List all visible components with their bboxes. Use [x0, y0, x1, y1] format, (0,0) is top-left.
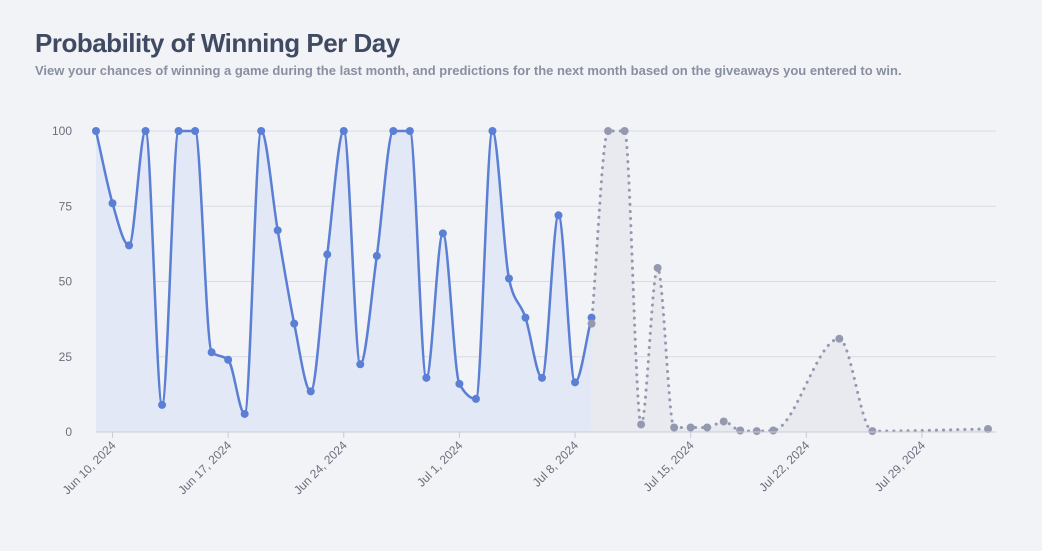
data-point [306, 387, 315, 396]
x-tick-label: Jul 15, 2024 [641, 438, 697, 494]
data-point [158, 400, 167, 409]
data-point [637, 420, 646, 429]
data-point [389, 127, 398, 135]
data-point [587, 319, 596, 328]
prediction-line [590, 129, 990, 433]
data-point [736, 426, 745, 435]
x-tick-label: Jul 8, 2024 [530, 438, 582, 490]
data-point [504, 274, 513, 283]
data-point [653, 263, 662, 272]
data-point [984, 424, 992, 433]
data-point [835, 334, 844, 343]
data-point [224, 355, 233, 364]
data-point [273, 226, 282, 235]
chart-title: Probability of Winning Per Day [35, 28, 401, 58]
lines [94, 129, 990, 433]
y-tick-label: 75 [59, 199, 73, 213]
y-tick-label: 100 [52, 124, 72, 138]
data-point [422, 373, 431, 382]
data-point [108, 199, 117, 208]
x-tick-label: Jul 29, 2024 [872, 438, 928, 494]
data-point [703, 423, 712, 432]
data-point [471, 394, 480, 403]
data-point [290, 319, 299, 328]
data-point [174, 127, 183, 135]
data-point [587, 313, 596, 322]
data-point [868, 427, 877, 436]
data-point [372, 251, 381, 260]
data-point [356, 360, 365, 369]
x-tick-label: Jun 24, 2024 [291, 438, 350, 497]
data-point [670, 423, 679, 432]
data-point [405, 127, 414, 135]
data-point [769, 426, 778, 435]
x-tick-label: Jun 10, 2024 [60, 438, 119, 497]
data-point [207, 348, 216, 357]
data-point [554, 211, 563, 220]
data-point [752, 427, 761, 436]
data-point [92, 127, 100, 135]
y-tick-label: 50 [59, 275, 73, 289]
data-point [323, 250, 332, 259]
y-tick-label: 0 [65, 425, 72, 439]
data-point [455, 379, 464, 388]
data-point [125, 241, 134, 250]
data-point [686, 423, 695, 432]
data-point [719, 417, 728, 426]
data-point [339, 127, 348, 135]
data-point [538, 373, 546, 382]
data-point [604, 127, 613, 135]
history-line [94, 129, 593, 416]
x-tick-label: Jun 17, 2024 [175, 438, 234, 497]
data-point [257, 127, 266, 135]
data-point [141, 127, 150, 135]
chart-subtitle: View your chances of winning a game duri… [35, 63, 902, 78]
x-tick-label: Jul 1, 2024 [414, 438, 466, 490]
x-tick-label: Jul 22, 2024 [756, 438, 812, 494]
data-point [620, 127, 629, 135]
data-point [488, 127, 497, 135]
y-tick-label: 25 [59, 350, 73, 364]
data-point [438, 229, 447, 238]
data-point [521, 313, 530, 322]
data-point [240, 409, 249, 418]
data-point [191, 127, 200, 135]
series-area [591, 131, 988, 432]
data-point [571, 378, 580, 387]
